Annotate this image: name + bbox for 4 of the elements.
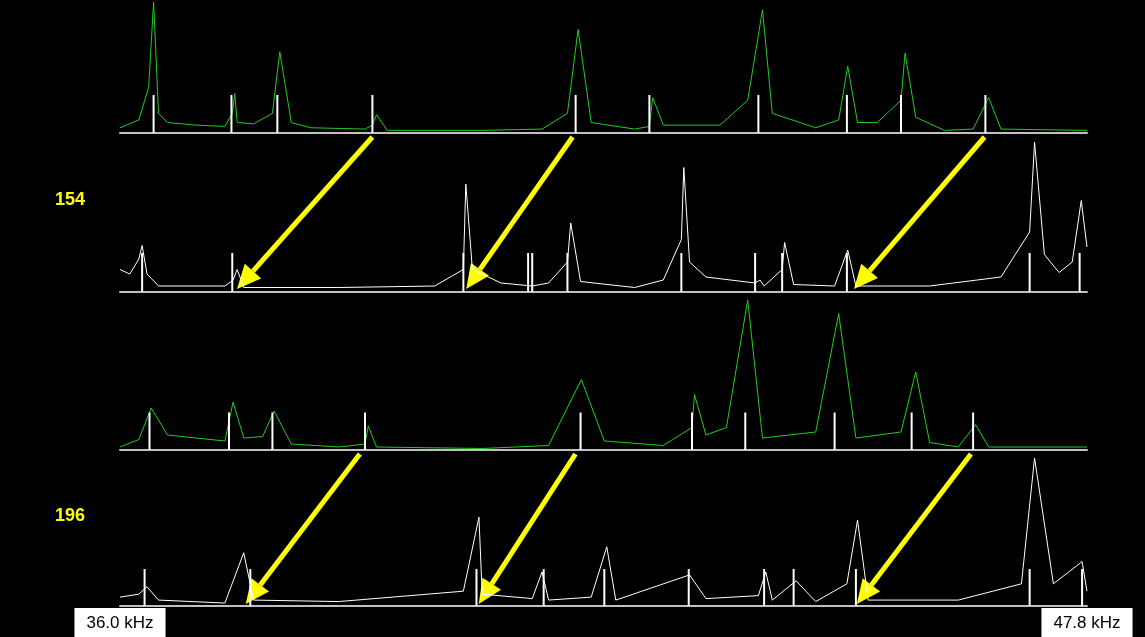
y-axis-title: 196 bbox=[55, 505, 86, 525]
x-tick-label: 36.0 kHz bbox=[86, 613, 154, 632]
x-tick-label: 47.8 kHz bbox=[1053, 613, 1121, 632]
y-axis-title: 154 bbox=[55, 189, 86, 209]
